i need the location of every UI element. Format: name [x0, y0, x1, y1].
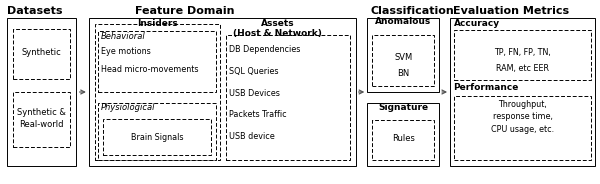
Text: BN: BN	[397, 69, 409, 78]
Text: Anomalous: Anomalous	[375, 17, 431, 26]
Text: SVM: SVM	[394, 54, 412, 62]
Bar	[372, 120, 434, 160]
Bar	[103, 119, 211, 155]
Text: Synthetic &
Real-world: Synthetic & Real-world	[17, 108, 66, 129]
Text: Eye motions: Eye motions	[101, 47, 151, 56]
Bar	[454, 30, 591, 80]
Bar	[95, 24, 220, 160]
Text: Classification: Classification	[371, 6, 455, 15]
Text: USB Devices: USB Devices	[229, 89, 280, 98]
Text: Signature: Signature	[378, 103, 428, 112]
Bar	[450, 18, 595, 166]
Bar	[89, 18, 356, 166]
Text: Datasets: Datasets	[7, 6, 63, 15]
Text: (Host & Network): (Host & Network)	[233, 29, 322, 38]
Text: Performance: Performance	[454, 83, 519, 92]
Text: Assets: Assets	[261, 19, 295, 28]
Bar	[7, 18, 76, 166]
Bar	[367, 103, 439, 166]
Bar	[98, 31, 216, 92]
Text: Insiders: Insiders	[137, 19, 178, 28]
Text: Synthetic: Synthetic	[22, 48, 61, 57]
Bar	[226, 35, 350, 160]
Text: DB Dependencies: DB Dependencies	[229, 45, 301, 54]
Text: Behavioral: Behavioral	[101, 32, 146, 41]
Text: Physiological: Physiological	[101, 103, 155, 112]
Bar	[13, 92, 70, 147]
Text: Evaluation Metrics: Evaluation Metrics	[453, 6, 569, 15]
Bar	[367, 18, 439, 92]
Text: Head micro-movements: Head micro-movements	[101, 65, 198, 74]
Text: Feature Domain: Feature Domain	[135, 6, 235, 15]
Text: Throughput,
response time,
CPU usage, etc.: Throughput, response time, CPU usage, et…	[491, 100, 554, 134]
Bar	[98, 103, 216, 160]
Text: Accuracy: Accuracy	[454, 19, 500, 28]
Text: Packets Traffic: Packets Traffic	[229, 110, 287, 119]
Text: Brain Signals: Brain Signals	[131, 133, 184, 141]
Bar	[372, 35, 434, 86]
Text: Rules: Rules	[392, 135, 415, 143]
Text: TP, FN, FP, TN,: TP, FN, FP, TN,	[494, 48, 551, 57]
Bar	[13, 29, 70, 79]
Text: SQL Queries: SQL Queries	[229, 67, 279, 76]
Text: RAM, etc EER: RAM, etc EER	[496, 64, 549, 72]
Bar	[454, 96, 591, 160]
Text: USB device: USB device	[229, 132, 275, 141]
